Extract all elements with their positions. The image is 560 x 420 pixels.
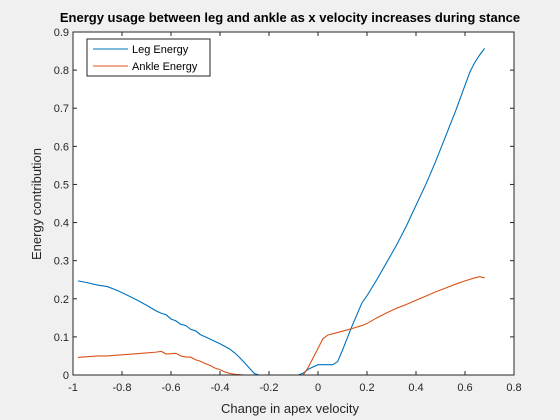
legend: Leg Energy Ankle Energy — [86, 38, 211, 77]
x-tick-label: 0.6 — [457, 382, 472, 394]
plot-area — [73, 32, 514, 375]
x-axis-label: Change in apex velocity — [221, 401, 360, 416]
x-tick-label: 0 — [315, 382, 321, 394]
chart-title: Energy usage between leg and ankle as x … — [60, 10, 520, 25]
x-tick-label: 0.2 — [359, 382, 374, 394]
legend-label-ankle-energy: Ankle Energy — [132, 61, 198, 73]
x-tick-label: 0.8 — [506, 382, 521, 394]
x-tick-label: -1 — [68, 382, 78, 394]
x-tick-label: -0.6 — [162, 382, 181, 394]
y-tick-label: 0.9 — [54, 27, 69, 39]
y-tick-label: 0.3 — [54, 256, 69, 268]
y-tick-label: 0 — [63, 370, 69, 382]
x-tick-label: -0.2 — [260, 382, 279, 394]
y-tick-label: 0.6 — [54, 141, 69, 153]
y-tick-label: 0.8 — [54, 65, 69, 77]
legend-label-leg-energy: Leg Energy — [132, 44, 189, 56]
y-tick-label: 0.1 — [54, 332, 69, 344]
legend-box — [86, 38, 211, 77]
plot-frame — [72, 31, 515, 376]
tick-layer: -1 -0.8 -0.6 -0.4 -0.2 0 0.2 0.4 0.6 0.8 0 0.1 0.2 0.… — [54, 27, 522, 394]
y-tick-label: 0.5 — [54, 179, 69, 191]
x-tick-label: -0.8 — [113, 382, 132, 394]
y-tick-label: 0.2 — [54, 294, 69, 306]
y-tick-label: 0.4 — [54, 218, 69, 230]
x-tick-label: -0.4 — [211, 382, 230, 394]
y-tick-label: 0.7 — [54, 103, 69, 115]
x-tick-label: 0.4 — [408, 382, 423, 394]
y-axis-label: Energy contribution — [29, 148, 44, 260]
